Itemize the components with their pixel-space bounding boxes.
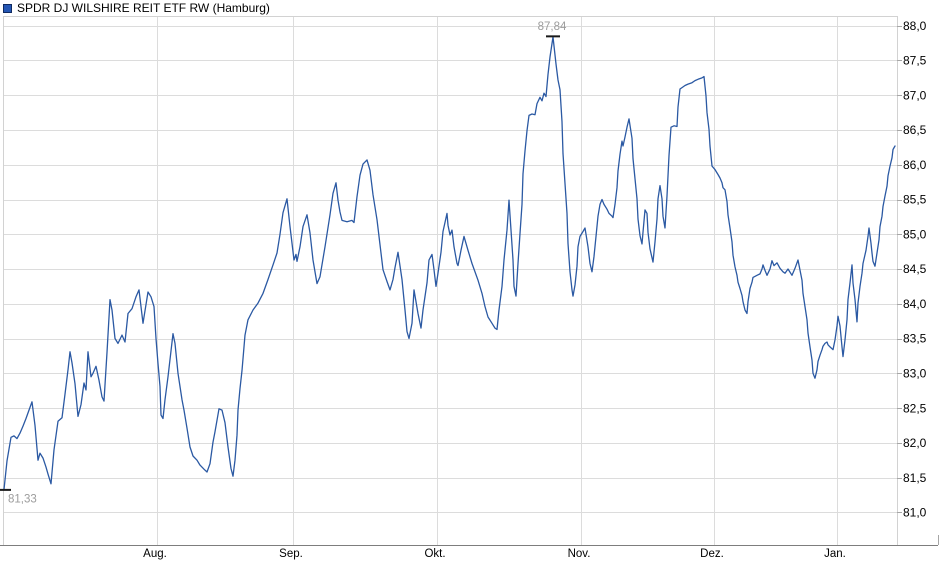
x-tick-label: Jan. (824, 548, 846, 560)
low-label: 81,33 (8, 493, 37, 505)
x-tick-label: Dez. (700, 548, 724, 560)
high-label: 87,84 (538, 21, 567, 33)
y-tick-label: 87,5 (903, 54, 927, 68)
price-line (3, 36, 896, 491)
y-tick-label: 82,0 (903, 436, 927, 450)
y-tick-label: 84,5 (903, 262, 927, 276)
y-axis-labels: 88,0 87,5 87,0 86,5 86,0 85,5 85,0 84,5 84,0 83,5… (903, 19, 927, 520)
y-tick-label: 86,0 (903, 158, 927, 172)
y-tick-label: 84,0 (903, 297, 927, 311)
y-tick-label: 87,0 (903, 88, 927, 102)
extreme-annotations: 87,84 81,33 (0, 21, 567, 505)
x-tick-label: Aug. (143, 548, 167, 560)
y-tick-label: 81,0 (903, 506, 927, 520)
axis-ticks (897, 26, 939, 545)
y-tick-label: 82,5 (903, 401, 927, 415)
legend-color-swatch-icon (3, 3, 12, 13)
x-axis-labels: Aug. Sep. Okt. Nov. Dez. Jan. (143, 548, 846, 560)
y-tick-label: 86,5 (903, 123, 927, 137)
y-tick-label: 83,5 (903, 332, 927, 346)
chart-title: SPDR DJ WILSHIRE REIT ETF RW (Hamburg) (17, 1, 270, 15)
y-tick-label: 85,0 (903, 227, 927, 241)
y-tick-label: 83,0 (903, 367, 927, 381)
x-tick-label: Okt. (424, 548, 445, 560)
y-tick-label: 81,5 (903, 471, 927, 485)
x-tick-label: Nov. (568, 548, 591, 560)
y-tick-label: 85,5 (903, 193, 927, 207)
y-tick-label: 88,0 (903, 19, 927, 33)
plot-border (0, 16, 938, 546)
chart-legend: SPDR DJ WILSHIRE REIT ETF RW (Hamburg) (3, 1, 270, 15)
gridlines (4, 16, 897, 545)
x-tick-label: Sep. (279, 548, 303, 560)
